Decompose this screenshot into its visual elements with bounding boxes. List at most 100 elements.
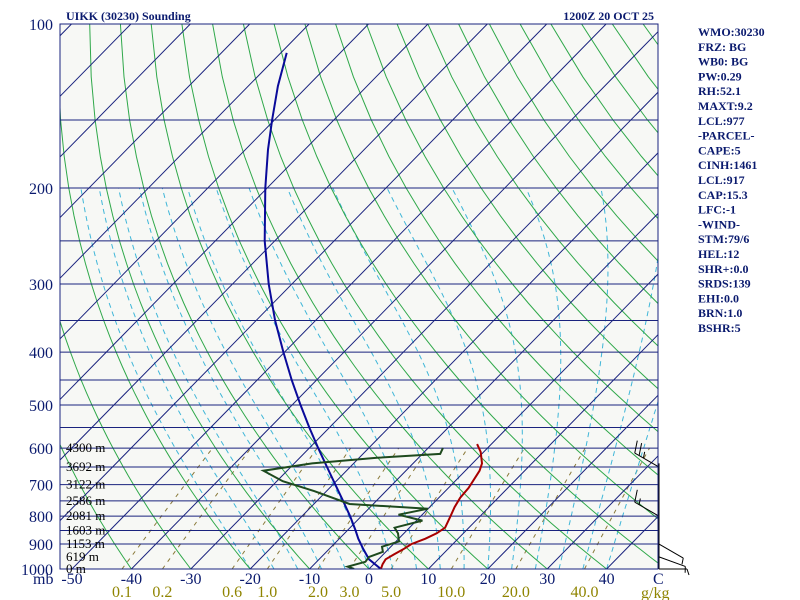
isotherms (0, 24, 658, 569)
isotherm--50 (71, 24, 607, 569)
pressure-tick-800: 800 (29, 509, 53, 526)
pressure-unit-label: mb (33, 571, 53, 588)
dry-adiabat-120 (488, 24, 658, 262)
index-line: SRDS:139 (698, 277, 751, 291)
mixing-ratio-tick-0.2: 0.2 (152, 584, 172, 600)
index-line: BSHR:5 (698, 321, 741, 335)
mixing-ratio-axis: 0.1 0.2 0.6 1.0 2.0 3.0 5.0 10.0 20.0 40.0 (112, 584, 598, 600)
index-line: CAPE:5 (698, 143, 741, 157)
wind-barb-1000 (659, 568, 690, 576)
isotherm--90 (60, 24, 369, 340)
pressure-tick-400: 400 (29, 345, 53, 362)
index-line: CAP:15.3 (698, 188, 748, 202)
wind-barb-650 (634, 440, 660, 468)
wind-barbs (634, 440, 690, 576)
dry-adiabat-80 (365, 24, 658, 433)
mixing-ratio-tick-40.0: 40.0 (570, 584, 598, 600)
temperature-tick-0: 0 (365, 571, 373, 588)
index-line: FRZ: BG (698, 40, 746, 54)
index-line: -PARCEL- (698, 129, 754, 143)
index-line: BRN:1.0 (698, 306, 742, 320)
isotherm--70 (60, 24, 488, 461)
mixing-ratio-line-5 (390, 447, 469, 569)
mixing-ratio-tick-10.0: 10.0 (437, 584, 465, 600)
index-line: HEL:12 (698, 247, 739, 261)
index-line: LCL:917 (698, 173, 745, 187)
dewpoint-profile-line (260, 447, 444, 569)
index-line: LCL:977 (698, 114, 745, 128)
mixing-ratio-tick-3.0: 3.0 (339, 584, 359, 600)
temperature-tick--20: -20 (240, 571, 261, 588)
dry-adiabat--10 (89, 24, 311, 569)
index-line: WMO:30230 (698, 25, 765, 39)
dry-adiabat-100 (427, 24, 658, 347)
dry-adiabat-210 (766, 24, 800, 581)
isotherm-0 (368, 273, 658, 569)
temperature-axis: -50 -40 -30 -20 -10 0 10 20 30 40 (61, 571, 614, 588)
wind-barb-800 (634, 489, 660, 517)
isotherm--110 (60, 24, 251, 219)
moist-adiabat-32 (558, 188, 609, 569)
moist-adiabat--16 (98, 188, 275, 569)
mixing-ratio-tick-5.0: 5.0 (381, 584, 401, 600)
height-label: 2586 m (66, 493, 105, 508)
pressure-tick-1000: 1000 (21, 562, 53, 579)
temperature-tick-20: 20 (480, 571, 496, 588)
height-label: 1603 m (66, 523, 105, 538)
isotherm--100 (60, 24, 310, 279)
moist-adiabat-12 (286, 187, 441, 569)
dry-adiabat-10 (150, 24, 430, 569)
isotherm--150 (0, 24, 12, 569)
chart-title: UIKK (30230) Sounding (66, 9, 191, 23)
wind-barb-900 (658, 543, 684, 565)
mixing-ratio-tick-0.1: 0.1 (112, 584, 132, 600)
mixing-ratio-line-10 (450, 447, 525, 569)
temperature-tick--50: -50 (61, 571, 82, 588)
index-line: STM:79/6 (698, 232, 749, 246)
temperature-tick--30: -30 (180, 571, 201, 588)
mixing-ratio-tick-2.0: 2.0 (308, 584, 328, 600)
isotherm-10 (428, 333, 658, 569)
height-label: 4300 m (66, 440, 105, 455)
index-line: LFC:-1 (698, 203, 736, 217)
temperature-unit-label: C (653, 571, 664, 588)
moist-adiabat-28 (525, 187, 562, 569)
pressure-tick-300: 300 (29, 277, 53, 294)
chart-time: 1200Z 20 OCT 25 (563, 9, 654, 23)
pressure-tick-500: 500 (29, 398, 53, 415)
parcel-profile-line (263, 52, 382, 569)
index-line: CINH:1461 (698, 158, 757, 172)
plot-area (60, 24, 658, 569)
dry-adiabat-30 (212, 24, 548, 569)
mixing-ratio-tick-1.0: 1.0 (257, 584, 277, 600)
dry-adiabat-50 (273, 24, 658, 564)
index-line: PW:0.29 (698, 69, 742, 83)
dry-adiabat-110 (458, 24, 658, 305)
wind-barb-950 (658, 556, 686, 573)
temperature-tick-40: 40 (599, 571, 615, 588)
isotherm--30 (190, 91, 658, 569)
mixing-ratio-tick-0.6: 0.6 (222, 584, 242, 600)
mixing-ratio-line-20 (515, 447, 586, 569)
mixing-ratio-line-3 (349, 447, 429, 569)
height-label: 3122 m (66, 477, 105, 492)
isotherm--120 (60, 24, 191, 158)
pressure-tick-100: 100 (29, 17, 53, 34)
mixing-ratio-tick-20.0: 20.0 (502, 584, 530, 600)
isotherm--10 (309, 212, 658, 569)
dry-adiabat--20 (60, 97, 251, 569)
mixing-ratio-unit-label: g/kg (641, 585, 669, 600)
isotherm--20 (249, 152, 658, 569)
index-line: MAXT:9.2 (698, 99, 753, 113)
plot-frame (59, 23, 659, 570)
index-line: WB0: BG (698, 55, 748, 69)
isotherm--80 (60, 24, 429, 401)
index-line: EHI:0.0 (698, 291, 739, 305)
height-label: 3692 m (66, 459, 105, 474)
isotherm-30 (546, 455, 658, 569)
dry-adiabat-20 (181, 24, 489, 569)
index-line: -WIND- (698, 217, 740, 231)
